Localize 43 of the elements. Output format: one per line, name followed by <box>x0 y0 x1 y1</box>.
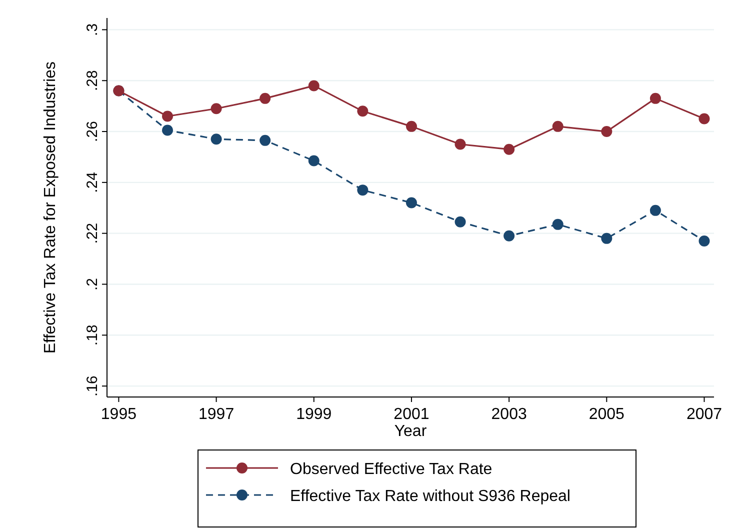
point <box>210 103 222 114</box>
y-tick-label: .3 <box>84 23 101 36</box>
point <box>454 138 466 150</box>
point <box>504 230 515 242</box>
point <box>308 80 320 92</box>
y-tick-label: .16 <box>84 376 101 396</box>
legend-label: Observed Effective Tax Rate <box>290 461 492 478</box>
point <box>552 218 564 230</box>
point <box>650 92 661 104</box>
point <box>698 113 710 124</box>
legend-label: Effective Tax Rate without S936 Repeal <box>290 488 570 505</box>
point <box>650 204 661 216</box>
y-axis-title: Effective Tax Rate for Exposed Industries <box>42 61 59 354</box>
x-tick-label: 1995 <box>100 406 137 423</box>
point <box>210 134 222 145</box>
x-tick-label: 2007 <box>686 406 722 423</box>
point <box>504 144 515 155</box>
y-tick-label: .26 <box>84 121 101 142</box>
point <box>406 197 417 208</box>
x-tick-label: 2005 <box>588 406 625 423</box>
x-axis-title: Year <box>394 423 428 440</box>
y-tick-label: .18 <box>84 324 101 346</box>
x-tick-label: 1999 <box>296 406 332 423</box>
x-tick-label: 1997 <box>198 406 234 423</box>
point <box>308 155 320 166</box>
point <box>601 126 612 138</box>
point <box>260 92 271 104</box>
y-tick-label: .22 <box>84 222 101 244</box>
point <box>357 106 368 117</box>
point <box>454 216 466 228</box>
x-tick-label: 2003 <box>491 406 527 423</box>
point <box>601 232 612 244</box>
point <box>552 120 564 132</box>
point <box>357 184 368 196</box>
point <box>162 110 174 122</box>
point <box>698 235 710 246</box>
y-tick-label: .24 <box>84 172 101 193</box>
point <box>162 124 174 136</box>
y-tick-label: .2 <box>84 278 101 290</box>
y-tick-label: .28 <box>84 70 101 92</box>
point <box>260 134 271 146</box>
point <box>406 120 417 132</box>
x-tick-label: 2001 <box>394 406 430 423</box>
